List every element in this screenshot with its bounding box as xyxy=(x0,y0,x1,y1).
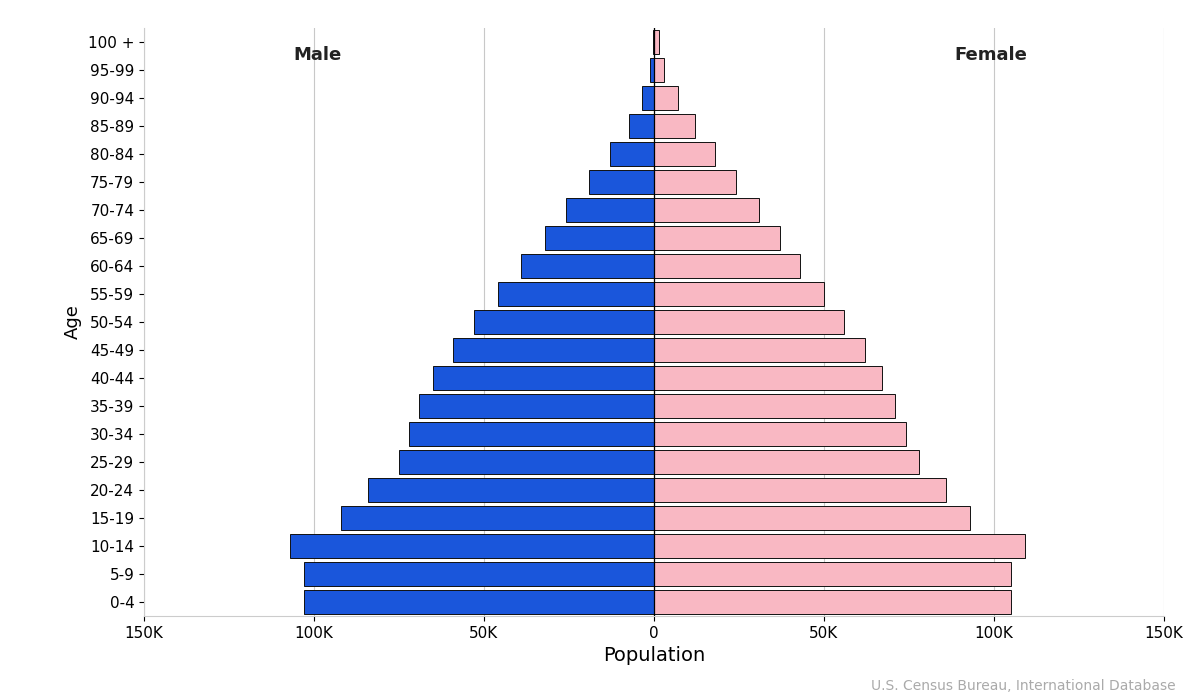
Bar xyxy=(642,86,654,110)
Bar xyxy=(654,366,882,390)
Bar xyxy=(654,562,1010,586)
Bar xyxy=(409,422,654,446)
Bar xyxy=(653,30,654,54)
Bar xyxy=(420,394,654,418)
Bar xyxy=(650,58,654,82)
Bar xyxy=(654,310,845,334)
Bar xyxy=(398,450,654,474)
Bar xyxy=(290,534,654,558)
Bar xyxy=(433,366,654,390)
Bar xyxy=(654,170,736,194)
Bar xyxy=(654,86,678,110)
Bar xyxy=(654,114,695,138)
Bar xyxy=(654,58,664,82)
Bar xyxy=(654,254,800,278)
X-axis label: Population: Population xyxy=(602,646,706,665)
Bar xyxy=(498,282,654,306)
Bar xyxy=(654,422,906,446)
Text: U.S. Census Bureau, International Database: U.S. Census Bureau, International Databa… xyxy=(871,679,1176,693)
Bar xyxy=(368,478,654,502)
Bar xyxy=(589,170,654,194)
Bar xyxy=(654,30,659,54)
Bar xyxy=(629,114,654,138)
Bar xyxy=(654,450,919,474)
Bar xyxy=(654,338,865,362)
Bar xyxy=(654,590,1010,614)
Bar xyxy=(341,506,654,530)
Bar xyxy=(654,534,1025,558)
Text: Male: Male xyxy=(293,46,342,64)
Bar xyxy=(654,506,971,530)
Bar xyxy=(654,226,780,250)
Bar xyxy=(654,142,715,166)
Bar xyxy=(545,226,654,250)
Bar xyxy=(304,562,654,586)
Text: Female: Female xyxy=(954,46,1027,64)
Bar xyxy=(454,338,654,362)
Bar xyxy=(521,254,654,278)
Bar xyxy=(565,198,654,222)
Y-axis label: Age: Age xyxy=(65,304,83,340)
Bar xyxy=(654,394,895,418)
Bar xyxy=(304,590,654,614)
Bar xyxy=(610,142,654,166)
Bar xyxy=(654,478,947,502)
Bar xyxy=(654,198,760,222)
Bar xyxy=(654,282,824,306)
Bar xyxy=(474,310,654,334)
